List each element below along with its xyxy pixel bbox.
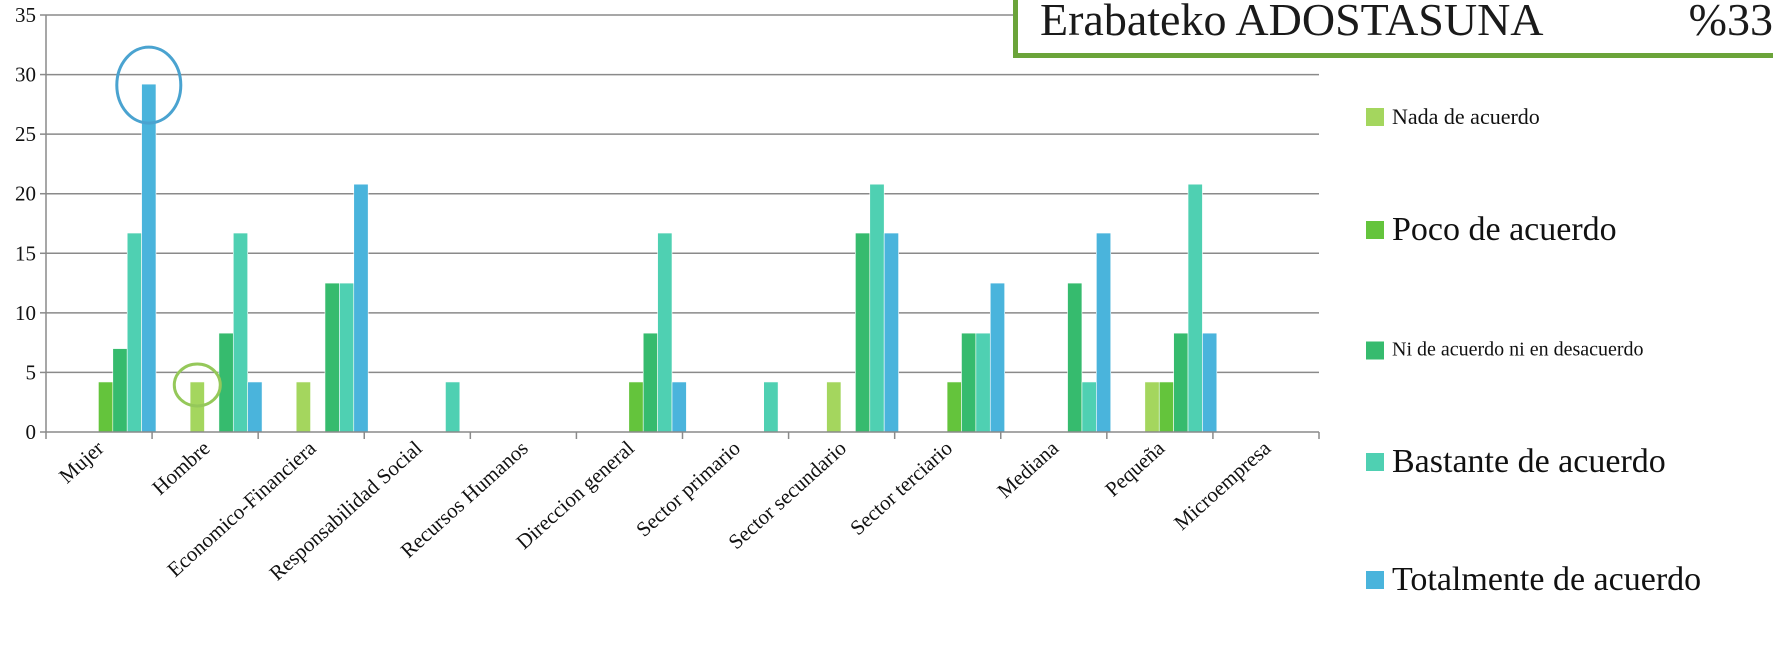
bar-5-1: [141, 83, 157, 433]
bar-4-6: [657, 232, 673, 433]
bar-4-3: [339, 282, 355, 433]
bar-4-7: [763, 381, 779, 433]
x-tick-label: Sector terciario: [845, 436, 957, 540]
bar-2-11: [1158, 381, 1174, 433]
x-tick-label: Mujer: [54, 436, 108, 488]
x-tick-label: Microempresa: [1169, 435, 1276, 534]
bar-4-11: [1187, 183, 1203, 433]
legend-label: Nada de acuerdo: [1392, 104, 1540, 129]
gridlines: [46, 14, 1319, 374]
y-tick-label: 25: [15, 122, 36, 146]
bar-3-11: [1173, 332, 1189, 433]
legend-item: Ni de acuerdo ni en desacuerdo: [1366, 339, 1644, 362]
bar-5-8: [883, 232, 899, 433]
y-tick-label: 30: [15, 63, 36, 87]
bar-3-6: [642, 332, 658, 433]
bar-3-10: [1067, 282, 1083, 433]
legend-swatch: [1366, 341, 1384, 359]
y-tick-label: 15: [15, 241, 36, 265]
legend-label: Ni de acuerdo ni en desacuerdo: [1392, 338, 1644, 361]
x-tick-label: Hombre: [147, 436, 214, 500]
annotation-circle-1: [115, 45, 183, 125]
annotation-circle-2: [172, 362, 222, 408]
bar-5-10: [1096, 232, 1112, 433]
bar-4-4: [445, 381, 461, 433]
bar-2-9: [946, 381, 962, 433]
bar-1-8: [826, 381, 842, 433]
y-tick-label: 20: [15, 182, 36, 206]
x-tick-label: Sector primario: [631, 436, 745, 542]
bar-5-9: [989, 282, 1005, 433]
legend-label: Bastante de acuerdo: [1392, 443, 1666, 480]
y-tick-label: 10: [15, 301, 36, 325]
y-tick-label: 35: [15, 3, 36, 27]
bar-5-11: [1202, 332, 1218, 433]
bar-5-2: [247, 381, 263, 433]
bars: [98, 83, 1218, 433]
bar-2-6: [628, 381, 644, 433]
bar-4-9: [975, 332, 991, 433]
bar-3-1: [112, 348, 128, 433]
bar-3-9: [961, 332, 977, 433]
legend-item: Nada de acuerdo: [1366, 104, 1540, 130]
bar-5-6: [671, 381, 687, 433]
x-tick-label: Pequeña: [1100, 435, 1169, 501]
legend-label: Poco de acuerdo: [1392, 211, 1617, 248]
bar-4-2: [232, 232, 248, 433]
chart-title: Erabateko ADOSTASUNA: [1040, 0, 1544, 45]
legend-swatch: [1366, 108, 1384, 126]
bar-2-1: [98, 381, 114, 433]
y-tick-label: 5: [26, 360, 37, 384]
y-tick-labels: 0 5 10 15 20 25 30 35: [15, 3, 36, 444]
bar-4-8: [869, 183, 885, 433]
bar-1-3: [295, 381, 311, 433]
x-tick-labels: Mujer HombreEconomico-FinancieraResponsab…: [54, 435, 1276, 585]
x-tick-label: Mediana: [992, 435, 1063, 502]
legend-swatch: [1366, 571, 1384, 589]
y-tick-label: 0: [26, 420, 37, 444]
bar-4-10: [1081, 381, 1097, 433]
chart-title-box: Erabateko ADOSTASUNA %33: [1013, 0, 1773, 58]
legend-item: Totalmente de acuerdo: [1366, 561, 1701, 599]
bar-3-3: [324, 282, 340, 433]
chart-title-value: %33: [1688, 0, 1773, 45]
annotations: [115, 45, 222, 408]
bar-5-3: [353, 183, 369, 433]
legend-item: Poco de acuerdo: [1366, 211, 1617, 249]
axes: [40, 14, 1320, 439]
bar-3-8: [855, 232, 871, 433]
legend-swatch: [1366, 221, 1384, 239]
bar-1-11: [1144, 381, 1160, 433]
bar-4-1: [126, 232, 142, 433]
legend-swatch: [1366, 453, 1384, 471]
legend-label: Totalmente de acuerdo: [1392, 561, 1702, 598]
legend-item: Bastante de acuerdo: [1366, 443, 1666, 481]
